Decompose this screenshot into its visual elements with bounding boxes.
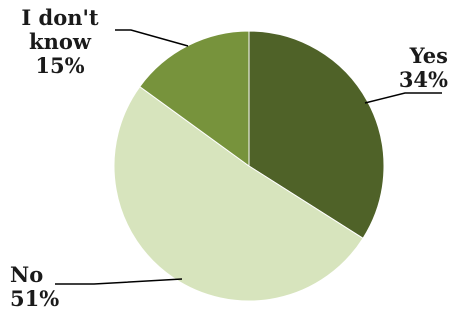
data-label-yes-name: Yes <box>409 43 448 68</box>
data-label-idk-line2: know <box>29 29 91 54</box>
data-label-idk-line1: I don't <box>21 5 99 30</box>
data-label-yes: Yes 34% <box>392 44 448 92</box>
data-label-idk: I don't know 15% <box>8 6 112 78</box>
leader-line-no <box>55 278 183 285</box>
pie-slice-yes <box>248 30 385 240</box>
data-label-idk-percent: 15% <box>35 53 85 78</box>
leader-line-yes <box>364 92 442 104</box>
leader-line-idk <box>115 29 189 47</box>
data-label-no: No 51% <box>10 263 59 311</box>
pie-slice-no <box>113 85 364 302</box>
data-label-yes-percent: 34% <box>398 67 448 92</box>
data-label-no-name: No <box>10 262 44 287</box>
data-label-no-percent: 51% <box>10 286 60 311</box>
